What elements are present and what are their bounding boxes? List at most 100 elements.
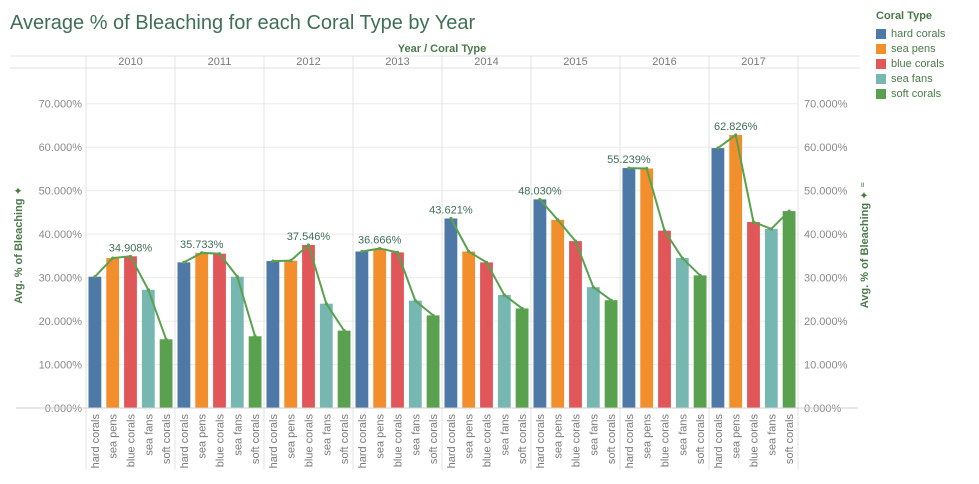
trend-point xyxy=(431,313,435,318)
trend-point xyxy=(200,251,204,255)
bar xyxy=(248,336,262,408)
category-label: soft corals xyxy=(161,414,173,465)
legend-swatch xyxy=(876,73,886,84)
trend-point xyxy=(271,259,275,263)
legend-label: hard corals xyxy=(891,27,946,40)
year-headers: Year / Coral Type 2010 2011 2012 2013 2014 201… xyxy=(10,43,860,69)
category-label: sea pens xyxy=(286,414,298,459)
bars xyxy=(88,135,796,408)
trend-point xyxy=(716,146,720,150)
y-tick-label-left: 40.000% xyxy=(39,229,83,241)
year-header: 2012 xyxy=(296,56,320,68)
category-label: sea pens xyxy=(108,414,120,459)
category-label: sea fans xyxy=(766,414,778,456)
bar xyxy=(195,252,209,408)
category-label: sea fans xyxy=(232,414,244,456)
category-label: soft corals xyxy=(428,414,440,465)
bar xyxy=(551,219,565,408)
category-label: blue corals xyxy=(393,414,405,468)
bar xyxy=(533,199,547,408)
bar xyxy=(569,241,582,408)
bar xyxy=(88,276,102,408)
year-header: 2016 xyxy=(652,56,676,68)
max-data-label: 48.030% xyxy=(518,185,562,197)
category-label: soft corals xyxy=(339,414,351,465)
category-label: sea fans xyxy=(321,414,333,456)
category-label: blue corals xyxy=(126,414,138,468)
year-header: 2011 xyxy=(208,56,232,68)
trend-point xyxy=(253,334,257,338)
y-tick-label-right: 70.000% xyxy=(804,99,848,111)
legend-item[interactable]: soft corals xyxy=(876,86,945,101)
bar xyxy=(586,287,600,408)
year-header: 2017 xyxy=(741,56,765,68)
bar xyxy=(159,339,173,408)
category-label: blue corals xyxy=(482,414,494,468)
legend-label: sea fans xyxy=(891,72,933,85)
trend-point xyxy=(111,256,115,260)
trend-point xyxy=(235,275,239,279)
category-label: sea fans xyxy=(499,414,511,456)
trend-point xyxy=(164,337,168,341)
bar xyxy=(444,218,458,408)
bar xyxy=(693,275,707,408)
category-label: sea fans xyxy=(143,414,155,456)
trend-point xyxy=(698,273,702,278)
trend-point xyxy=(520,306,524,311)
trend-point xyxy=(751,220,756,224)
max-data-label: 55.239% xyxy=(607,154,651,166)
category-label: hard corals xyxy=(535,414,547,469)
y-tick-label-left: 60.000% xyxy=(39,142,83,154)
trend-point xyxy=(217,252,222,256)
trend-point xyxy=(289,259,293,263)
category-label: hard corals xyxy=(446,414,458,469)
bar xyxy=(355,251,369,408)
bar xyxy=(711,148,725,408)
trend-point xyxy=(467,249,471,254)
category-label: sea pens xyxy=(375,414,387,459)
legend-swatch xyxy=(876,58,886,69)
legend-title: Coral Type xyxy=(876,10,933,22)
trend-point xyxy=(182,260,186,264)
bar xyxy=(177,262,191,408)
y-tick-label-right: 40.000% xyxy=(804,229,848,241)
trend-line-segment xyxy=(717,133,790,231)
legend-item[interactable]: hard corals xyxy=(876,26,945,41)
category-label: soft corals xyxy=(517,414,529,465)
trend-point xyxy=(378,246,382,251)
category-label: soft corals xyxy=(695,414,707,465)
category-label: hard corals xyxy=(90,414,102,469)
legend-swatch xyxy=(876,43,886,54)
legend-swatch xyxy=(876,88,886,99)
category-label: hard corals xyxy=(357,414,369,469)
legend-item[interactable]: blue corals xyxy=(876,56,945,71)
trend-point xyxy=(556,218,560,222)
bar xyxy=(764,228,778,408)
bar xyxy=(480,262,493,408)
y-tick-label-left: 20.000% xyxy=(39,316,83,328)
y-tick-label-right: 20.000% xyxy=(804,316,848,328)
max-data-label: 37.546% xyxy=(287,231,331,243)
category-label: sea pens xyxy=(731,414,743,459)
y-tick-label-right: 50.000% xyxy=(804,186,848,198)
year-header: 2010 xyxy=(118,56,142,68)
trend-point xyxy=(342,329,346,333)
data-labels: 34.908% 35.733% 37.546% 36.666% 43.621% 48.03… xyxy=(109,121,758,254)
legend-label: sea pens xyxy=(891,42,936,55)
y-tick-label-left: 50.000% xyxy=(39,186,83,198)
y-tick-label-left: 30.000% xyxy=(39,273,83,285)
trend-point xyxy=(787,209,791,213)
bar xyxy=(640,168,654,408)
category-label: sea pens xyxy=(464,414,476,459)
trend-point xyxy=(734,133,738,137)
trend-line xyxy=(93,133,791,341)
max-data-label: 43.621% xyxy=(429,204,473,216)
legend-item[interactable]: sea pens xyxy=(876,41,945,56)
trend-point xyxy=(324,302,328,306)
category-label: sea fans xyxy=(677,414,689,456)
trend-point xyxy=(573,239,578,243)
legend-item[interactable]: sea fans xyxy=(876,71,945,86)
category-label: sea pens xyxy=(197,414,209,459)
bar xyxy=(782,211,796,408)
